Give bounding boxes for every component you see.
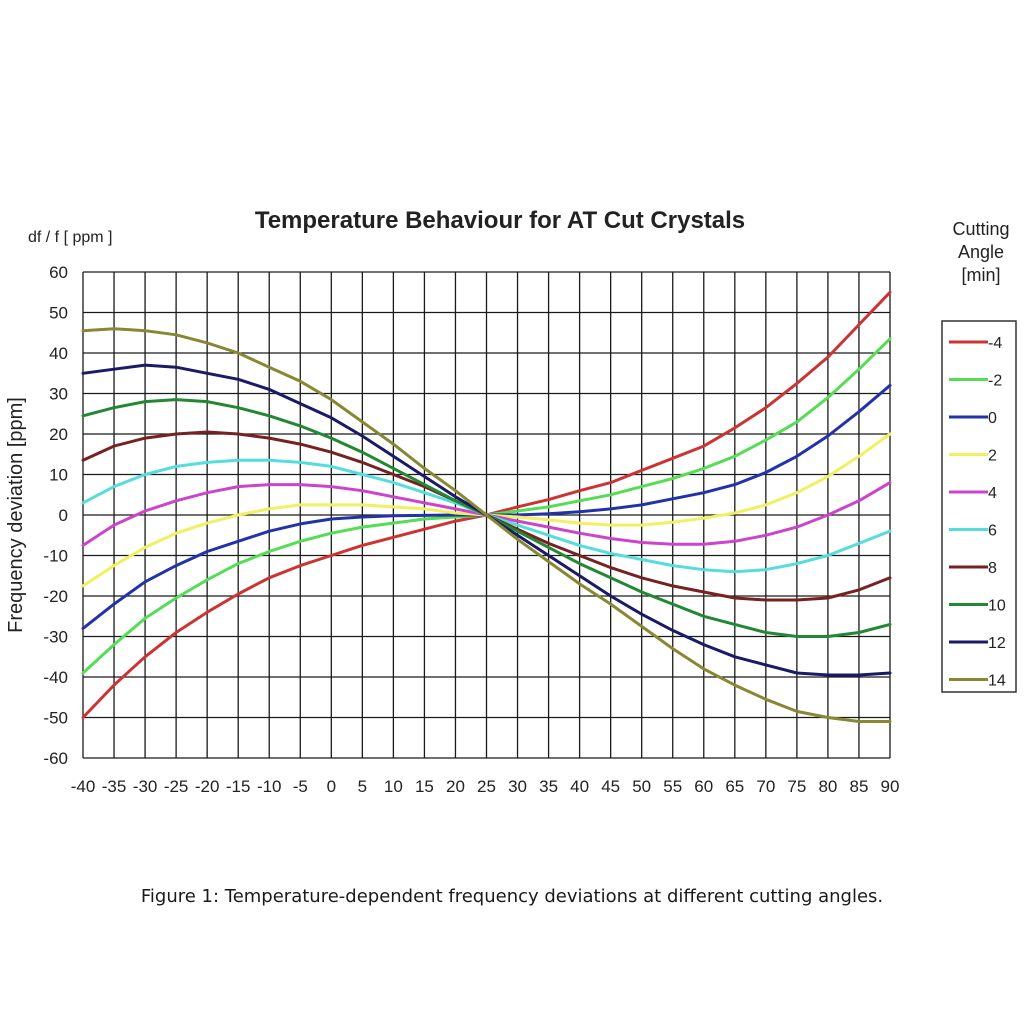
legend-item: 6: [949, 523, 997, 540]
y-tick-label: 30: [49, 385, 68, 404]
x-tick-label: 40: [570, 777, 589, 796]
legend-label: 12: [988, 635, 1006, 652]
x-tick-label: -15: [226, 777, 251, 796]
legend-item: 10: [949, 598, 1006, 615]
y-tick-label: -60: [43, 749, 68, 768]
legend-item: -4: [949, 335, 1002, 352]
legend-title-line: [min]: [961, 265, 1000, 285]
y-tick-label: 40: [49, 344, 68, 363]
legend-item: 4: [949, 485, 997, 502]
x-tick-label: 45: [601, 777, 620, 796]
x-tick-labels: -40 -35 -30 -25 -20 -15 -10 -5 0 5 10 15 20 25 30 35 40 4…: [71, 777, 900, 796]
x-tick-label: 65: [725, 777, 744, 796]
chart-title: Temperature Behaviour for AT Cut Crystal…: [255, 207, 745, 234]
series-line: [81, 327, 892, 723]
x-tick-label: 55: [663, 777, 682, 796]
x-tick-label: 25: [477, 777, 496, 796]
x-tick-label: -40: [71, 777, 96, 796]
y-tick-label: -20: [43, 587, 68, 606]
legend-box: [941, 320, 1017, 693]
x-tick-label: -35: [102, 777, 127, 796]
y-tick-label: -10: [43, 547, 68, 566]
unit-label: df / f [ ppm ]: [28, 229, 112, 246]
x-tick-label: -25: [164, 777, 189, 796]
legend-label: 0: [988, 410, 997, 427]
x-tick-label: 15: [415, 777, 434, 796]
legend-item: -2: [949, 373, 1002, 390]
x-tick-label: 70: [756, 777, 775, 796]
x-tick-label: 85: [850, 777, 869, 796]
x-tick-label: 80: [818, 777, 837, 796]
legend-label: -2: [988, 373, 1002, 390]
x-tick-label: 50: [632, 777, 651, 796]
y-tick-label: -40: [43, 668, 68, 687]
x-tick-label: -10: [257, 777, 282, 796]
x-tick-label: 75: [787, 777, 806, 796]
x-tick-label: -20: [195, 777, 220, 796]
x-tick-label: -30: [133, 777, 158, 796]
legend-item: 14: [949, 673, 1006, 690]
y-tick-label: 0: [59, 506, 68, 525]
y-tick-label: -50: [43, 709, 68, 728]
figure-caption: Figure 1: Temperature-dependent frequenc…: [140, 886, 884, 907]
x-tick-label: 35: [539, 777, 558, 796]
legend-item: 2: [949, 448, 997, 465]
legend-label: 2: [988, 448, 997, 465]
legend-item: 12: [949, 635, 1006, 652]
x-tick-label: -5: [293, 777, 308, 796]
x-tick-label: 10: [384, 777, 403, 796]
y-axis-label: Frequency deviation [ppm]: [5, 397, 27, 633]
y-tick-label: 10: [49, 466, 68, 485]
x-tick-label: 5: [358, 777, 367, 796]
y-tick-labels: 60 50 40 30 20 10 0 -10 -20 -30 -40 -50 -60: [43, 263, 68, 768]
legend-label: 4: [988, 485, 997, 502]
legend-item: 8: [949, 560, 997, 577]
legend-title-line: Cutting: [952, 219, 1009, 239]
legend: -4 -2 0 2 4 6 8 10 12 14: [949, 335, 1006, 690]
legend-label: 14: [988, 673, 1006, 690]
x-tick-label: 90: [881, 777, 900, 796]
x-tick-label: 60: [694, 777, 713, 796]
series-lines: [81, 290, 892, 723]
y-tick-label: -30: [43, 628, 68, 647]
legend-title-line: Angle: [958, 242, 1004, 262]
legend-label: 10: [988, 598, 1006, 615]
legend-label: 6: [988, 523, 997, 540]
y-tick-label: 20: [49, 425, 68, 444]
x-tick-label: 0: [327, 777, 336, 796]
legend-item: 0: [949, 410, 997, 427]
legend-title: Cutting Angle [min]: [952, 219, 1009, 285]
x-tick-label: 30: [508, 777, 527, 796]
x-tick-label: 20: [446, 777, 465, 796]
legend-label: 8: [988, 560, 997, 577]
y-tick-label: 60: [49, 263, 68, 282]
y-tick-label: 50: [49, 304, 68, 323]
legend-label: -4: [988, 335, 1002, 352]
